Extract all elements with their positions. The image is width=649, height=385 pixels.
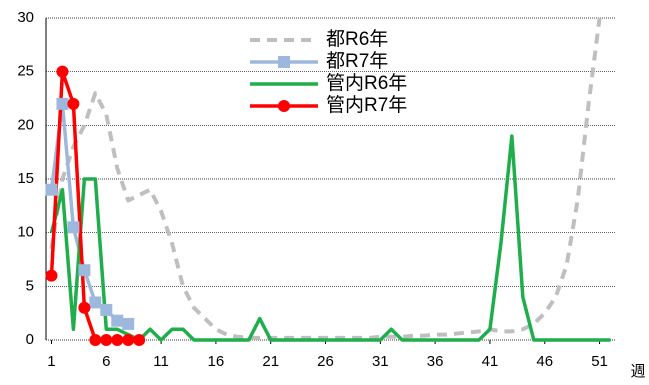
legend-marker [278,100,290,112]
series-line [49,134,611,342]
series-line [49,17,602,340]
marker [78,301,91,314]
x-tick-label: 36 [427,353,444,370]
x-tick-label: 6 [102,353,110,370]
x-tick-label: 46 [536,353,553,370]
y-tick-label: 30 [17,9,34,26]
y-tick-label: 10 [17,224,34,241]
x-tick-label: 51 [591,353,608,370]
x-tick-label: 26 [317,353,334,370]
marker [89,296,102,309]
y-tick-label: 25 [17,63,34,80]
x-tick-label: 31 [372,353,389,370]
x-tick-label: 1 [47,353,55,370]
marker [78,264,91,277]
marker [100,303,113,316]
x-tick-label: 11 [153,353,169,370]
y-tick-label: 0 [26,331,34,348]
y-tick-label: 15 [17,170,34,187]
legend-label: 管内R7年 [326,94,407,116]
x-tick-label: 21 [262,353,279,370]
marker [45,183,58,196]
marker [122,334,135,346]
y-tick-label: 5 [26,277,34,294]
marker [45,269,58,282]
legend-label: 都R7年 [326,50,388,72]
marker [89,334,102,346]
marker [56,97,69,110]
marker [56,65,69,78]
marker [111,334,124,346]
x-tick-label: 16 [208,353,225,370]
marker [122,317,135,330]
x-tick-label: 41 [482,353,499,370]
marker [100,334,113,346]
marker [133,334,146,346]
legend-marker [278,56,290,68]
legend-label: 管内R6年 [326,72,407,94]
y-tick-label: 20 [17,116,34,133]
x-axis-label: 週 [630,363,645,380]
marker [67,221,80,234]
marker [67,97,80,110]
marker [111,314,124,327]
legend-label: 都R6年 [326,28,388,50]
